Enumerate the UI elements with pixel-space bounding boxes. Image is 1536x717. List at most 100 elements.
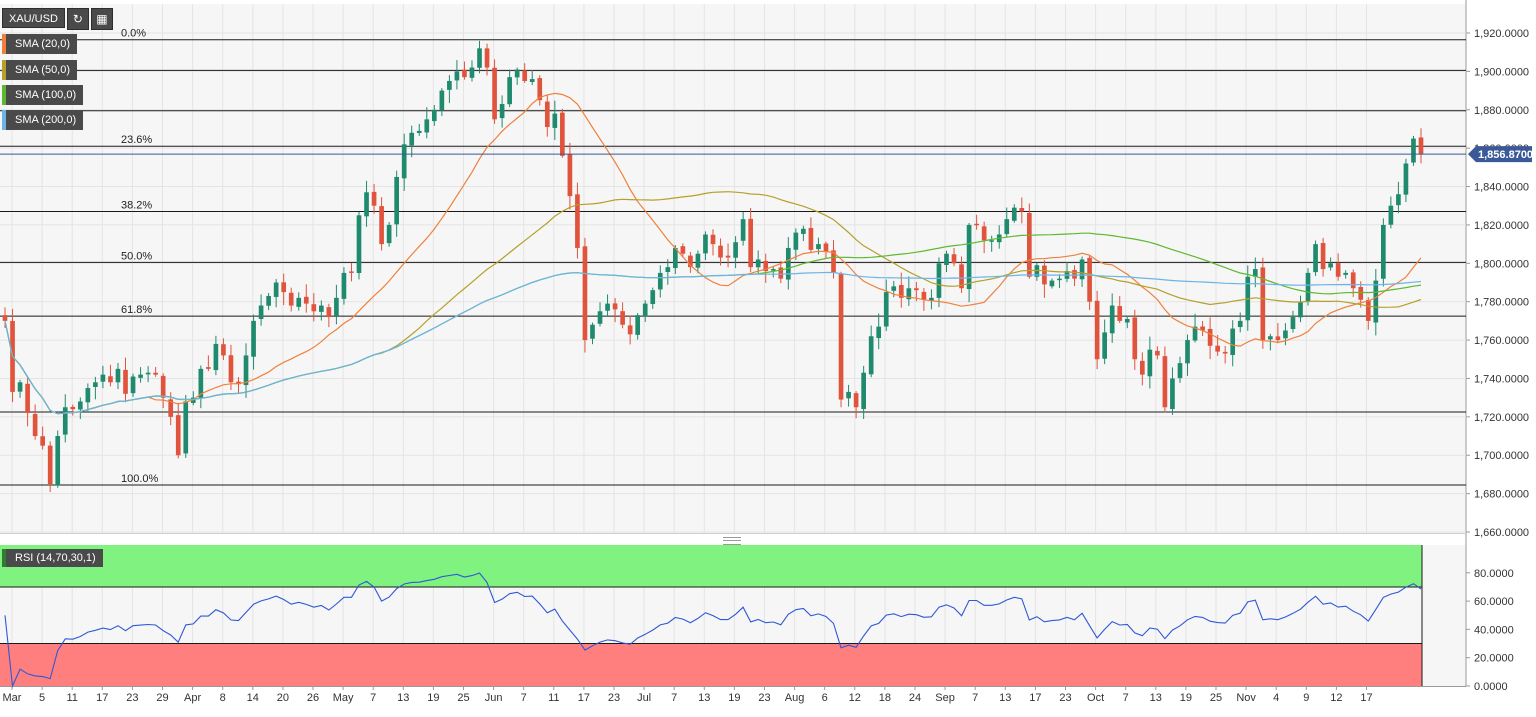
x-tick-label: 17 <box>96 692 108 704</box>
candle-body <box>657 272 663 290</box>
candle-body <box>1418 137 1424 154</box>
candle-body <box>349 271 354 273</box>
candle-body <box>1079 259 1085 280</box>
candle-body <box>1411 138 1416 163</box>
candle-body <box>70 406 76 410</box>
candle-body <box>138 374 143 378</box>
rsi-tick-label: 60.0000 <box>1474 596 1514 608</box>
candle-body <box>823 243 829 252</box>
candle-body <box>1335 263 1341 277</box>
indicator-sma-20[interactable]: SMA (20,0) <box>2 34 78 54</box>
candle-body <box>582 246 588 341</box>
candle-body <box>770 269 776 271</box>
candle-body <box>891 286 897 291</box>
x-tick-label: Mar <box>3 692 22 704</box>
candle-body <box>206 367 211 369</box>
x-tick-label: Oct <box>1087 692 1104 704</box>
refresh-icon[interactable]: ↻ <box>66 8 89 30</box>
pane-resize-handle[interactable] <box>723 537 741 545</box>
candle-body <box>319 305 324 312</box>
candle-body <box>1388 205 1394 225</box>
candle-body <box>755 259 761 268</box>
calendar-icon[interactable]: ▦ <box>90 8 113 30</box>
x-tick-label: 26 <box>307 692 319 704</box>
candles <box>2 40 1424 493</box>
candle-body <box>1207 328 1213 346</box>
candle-body <box>1094 300 1100 360</box>
candle-body <box>959 264 964 289</box>
candle-body <box>2 315 8 321</box>
fib-label: 50.0% <box>121 250 152 262</box>
x-tick-label: Sep <box>935 692 955 704</box>
x-tick-label: 18 <box>879 692 891 704</box>
x-tick-label: Apr <box>184 692 201 704</box>
indicator-sma-50[interactable]: SMA (50,0) <box>2 60 78 80</box>
x-tick-label: 5 <box>39 692 45 704</box>
candle-body <box>1139 360 1145 375</box>
candle-body <box>1132 317 1138 360</box>
indicator-rsi[interactable]: RSI (14,70,30,1) <box>2 549 103 567</box>
candle-body <box>168 399 174 417</box>
candle-body <box>175 415 181 456</box>
y-tick-label: 1,800.0000 <box>1474 258 1529 270</box>
candle-body <box>1185 340 1190 364</box>
candle-body <box>590 324 595 339</box>
candle-body <box>740 219 746 241</box>
candle-body <box>680 246 686 254</box>
candle-body <box>32 413 38 437</box>
candle-body <box>1222 351 1228 354</box>
x-tick-label: 4 <box>1273 692 1279 704</box>
candle-body <box>183 401 189 454</box>
x-tick-label: 20 <box>277 692 289 704</box>
x-tick-label: 23 <box>126 692 138 704</box>
x-tick-label: 13 <box>1150 692 1162 704</box>
candle-body <box>469 67 475 78</box>
candle-body <box>462 69 467 78</box>
indicator-sma-200[interactable]: SMA (200,0) <box>2 110 84 130</box>
symbol-label[interactable]: XAU/USD <box>2 8 65 28</box>
candle-body <box>537 78 543 101</box>
candle-body <box>944 253 949 265</box>
x-tick-label: 7 <box>671 692 677 704</box>
candle-body <box>883 292 889 327</box>
candle-body <box>981 226 987 241</box>
candle-body <box>1268 336 1273 340</box>
x-tick-label: 8 <box>220 692 226 704</box>
candle-body <box>853 393 859 408</box>
candle-body <box>447 80 452 90</box>
y-tick-label: 1,700.0000 <box>1474 450 1529 462</box>
candle-body <box>974 223 979 226</box>
candle-body <box>386 224 392 244</box>
candle-body <box>1215 345 1220 352</box>
candle-body <box>62 407 68 435</box>
candle-body <box>100 374 106 382</box>
toolbar: XAU/USD ↻ ▦ <box>2 8 113 30</box>
candle-body <box>936 263 942 298</box>
candle-body <box>914 288 919 291</box>
x-tick-label: 23 <box>608 692 620 704</box>
candle-body <box>288 292 294 306</box>
y-tick-label: 1,780.0000 <box>1474 297 1529 309</box>
candle-body <box>77 401 83 410</box>
candle-body <box>266 295 271 306</box>
x-tick-label: 7 <box>1123 692 1129 704</box>
candle-body <box>439 90 445 111</box>
candle-body <box>1298 301 1303 318</box>
candle-body <box>145 372 151 375</box>
rsi-tick-label: 80.0000 <box>1474 568 1514 580</box>
y-tick-label: 1,660.0000 <box>1474 527 1529 539</box>
candle-body <box>1200 326 1205 331</box>
candle-body <box>567 154 573 197</box>
candle-body <box>733 242 738 258</box>
candle-body <box>356 215 362 274</box>
candle-body <box>221 344 226 356</box>
candle-body <box>1155 350 1160 356</box>
candle-body <box>642 303 648 317</box>
candle-body <box>1365 300 1371 321</box>
indicator-sma-100[interactable]: SMA (100,0) <box>2 85 84 105</box>
candle-body <box>1004 219 1010 235</box>
candle-body <box>334 297 339 316</box>
candle-body <box>898 285 904 298</box>
y-tick-label: 1,740.0000 <box>1474 373 1529 385</box>
